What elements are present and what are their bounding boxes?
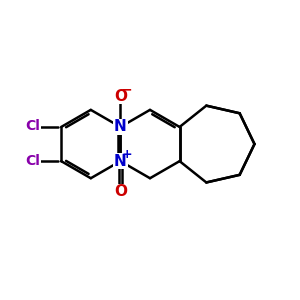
Text: −: − (121, 83, 132, 97)
Text: O: O (114, 89, 127, 104)
Text: Cl: Cl (25, 154, 40, 168)
Text: N: N (114, 119, 127, 134)
Text: N: N (114, 154, 127, 169)
Text: O: O (114, 184, 127, 200)
Text: Cl: Cl (25, 119, 40, 134)
Text: +: + (122, 148, 132, 161)
